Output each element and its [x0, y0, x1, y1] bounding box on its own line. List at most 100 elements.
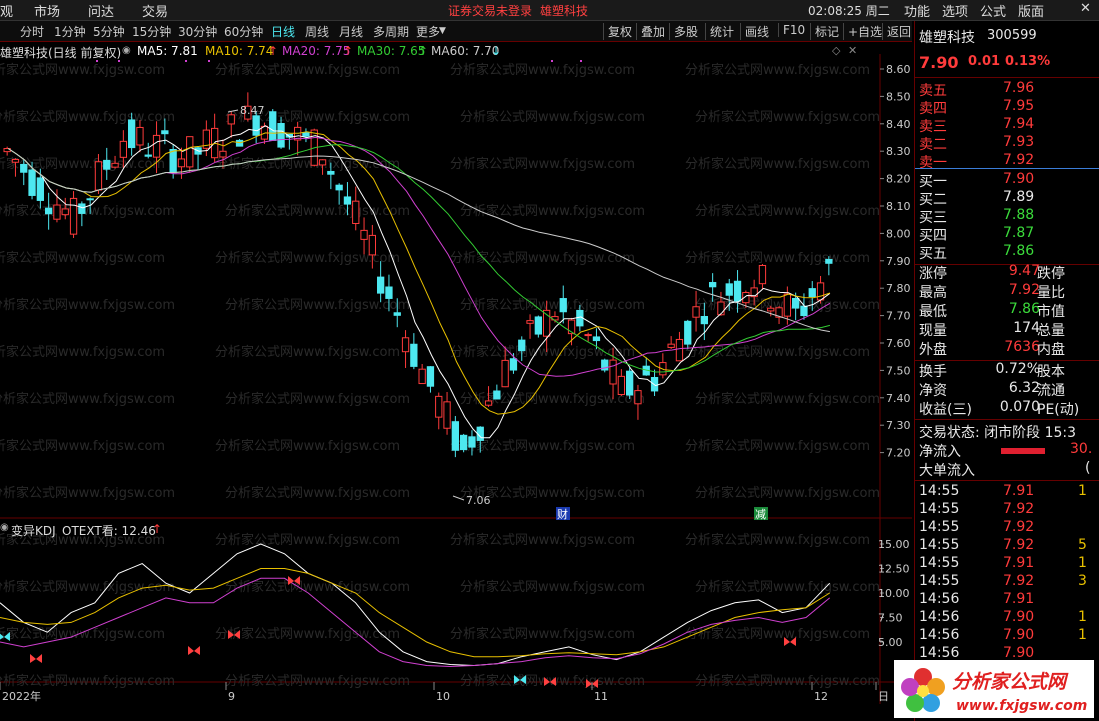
net-inflow-bar: [1001, 448, 1045, 454]
ma-lines: [7, 125, 831, 439]
tick-volume: 3: [1078, 573, 1087, 589]
tick-volume: 5: [1078, 537, 1087, 553]
price-tick-label: 7.50: [886, 364, 911, 377]
kdj-tick-label: 10.00: [878, 587, 910, 600]
candle-body: [468, 436, 476, 448]
net-inflow-label: 净流入: [919, 444, 961, 460]
period-daily[interactable]: 日线: [271, 25, 296, 39]
watermark-text: 分析家公式网www.fxjgsw.com: [695, 203, 880, 219]
tag-cai-bg: [556, 507, 570, 520]
watermark-text: 分析家公式网www.fxjgsw.com: [0, 485, 175, 501]
button-overlay[interactable]: 叠加: [636, 23, 665, 40]
period-multi[interactable]: 多周期: [373, 25, 410, 39]
watermark-text: 分析家公式网www.fxjgsw.com: [0, 391, 175, 407]
candle-body: [78, 203, 86, 214]
button-f10[interactable]: F10: [778, 23, 805, 37]
menu-item-formula[interactable]: 公式: [980, 5, 1007, 20]
kdj-tick-label: 12.50: [878, 563, 910, 576]
watermark-text: 分析家公式网www.fxjgsw.com: [450, 344, 635, 360]
menu-item-function[interactable]: 功能: [904, 5, 931, 20]
candle-body: [20, 163, 28, 173]
ask-row: 卖五 7.96: [915, 80, 1099, 99]
period-30min[interactable]: 30分钟: [178, 25, 218, 39]
menu-item-view[interactable]: 观: [0, 5, 14, 20]
ma60-line: [7, 148, 830, 333]
watermark-text: 分析家公式网www.fxjgsw.com: [225, 485, 410, 501]
price-tick-label: 8.50: [886, 90, 911, 103]
period-1min[interactable]: 1分钟: [54, 25, 86, 39]
candle-body: [94, 161, 103, 191]
close-icon[interactable]: ✕: [848, 44, 858, 57]
ask-price: 7.95: [1003, 98, 1035, 114]
stat-label2: 市值: [1037, 304, 1065, 320]
price-tick-label: 7.30: [886, 419, 911, 432]
login-notice[interactable]: 证券交易未登录: [448, 4, 533, 18]
watermark-text: 分析家公式网www.fxjgsw.com: [215, 532, 400, 548]
chevron-down-icon[interactable]: ▼: [439, 26, 446, 36]
bid-price: 7.88: [1003, 207, 1035, 223]
watermark-text: 分析家公式网www.fxjgsw.com: [225, 391, 410, 407]
tag-cai: 财: [557, 507, 568, 521]
watermark-text: 分析家公式网www.fxjgsw.com: [215, 250, 400, 266]
candle-body: [161, 130, 169, 135]
candle-body: [601, 359, 609, 371]
price-tick-label: 8.60: [886, 63, 911, 76]
candle-body: [534, 316, 543, 335]
price-tick-label: 8.40: [886, 118, 911, 131]
candle-body: [119, 140, 127, 158]
price-tick-label: 7.40: [886, 392, 911, 405]
candle-body: [277, 123, 285, 148]
butterfly-icon: [188, 646, 200, 655]
net-inflow-value: 30.: [1070, 441, 1093, 457]
button-fuquan[interactable]: 复权: [603, 23, 632, 40]
watermark-text: 分析家公式网www.fxjgsw.com: [460, 297, 645, 313]
logo-url: www.fxjgsw.com: [956, 698, 1087, 714]
candle-body: [244, 105, 252, 120]
period-5min[interactable]: 5分钟: [93, 25, 125, 39]
watermark-text: 分析家公式网www.fxjgsw.com: [0, 626, 165, 642]
menu-item-market[interactable]: 市场: [34, 5, 61, 20]
button-draw[interactable]: 画线: [740, 23, 769, 40]
watermark-text: 分析家公式网www.fxjgsw.com: [0, 297, 175, 313]
tag-jian-bg: [754, 507, 768, 520]
button-add-watchlist[interactable]: +自选: [843, 23, 882, 40]
period-more[interactable]: 更多: [416, 25, 441, 39]
date-tick-label: 日: [878, 690, 889, 703]
menu-item-options[interactable]: 选项: [942, 5, 969, 20]
tick-price: 7.92: [1003, 519, 1035, 535]
candle-body: [758, 264, 767, 285]
kline-chart[interactable]: 分析家公式网www.fxjgsw.com 分析家公式网www.fxjgsw.com…: [0, 54, 912, 704]
period-60min[interactable]: 60分钟: [224, 25, 264, 39]
kdj-settings-icon[interactable]: ◉: [0, 522, 9, 533]
menu-item-layout[interactable]: 版面: [1018, 5, 1045, 20]
period-fenshi[interactable]: 分时: [20, 25, 45, 39]
button-back[interactable]: 返回: [882, 23, 911, 40]
quote-stock-name: 雄塑科技: [919, 30, 975, 46]
butterfly-icon: [514, 675, 526, 684]
stat2-label: 换手: [919, 364, 947, 380]
stat-label: 最高: [919, 285, 947, 301]
watermark-text: 分析家公式网www.fxjgsw.com: [0, 344, 165, 360]
price-tick-label: 7.70: [886, 310, 911, 323]
candle-body: [700, 315, 709, 325]
chevron-down-icon[interactable]: ◉: [122, 45, 131, 56]
close-icon[interactable]: ✕: [1080, 1, 1091, 16]
button-multistock[interactable]: 多股: [669, 23, 698, 40]
stat-label: 最低: [919, 304, 947, 320]
period-monthly[interactable]: 月线: [339, 25, 364, 39]
menu-item-wenda[interactable]: 问达: [88, 5, 115, 20]
candle-body: [235, 139, 244, 147]
kdj-tick-label: 5.00: [878, 636, 903, 649]
butterfly-icon: [544, 677, 556, 686]
period-15min[interactable]: 15分钟: [132, 25, 172, 39]
tick-row: 14:55 7.92 3: [915, 573, 1099, 592]
button-mark[interactable]: 标记: [810, 23, 839, 40]
diamond-icon[interactable]: ◇: [832, 44, 841, 57]
menu-item-trade[interactable]: 交易: [142, 5, 169, 20]
button-stats[interactable]: 统计: [705, 23, 734, 40]
ask-price: 7.94: [1003, 116, 1035, 132]
watermark-text: 分析家公式网www.fxjgsw.com: [225, 579, 410, 595]
candle-body: [28, 169, 36, 196]
period-weekly[interactable]: 周线: [305, 25, 330, 39]
tick-price: 7.90: [1003, 609, 1035, 625]
